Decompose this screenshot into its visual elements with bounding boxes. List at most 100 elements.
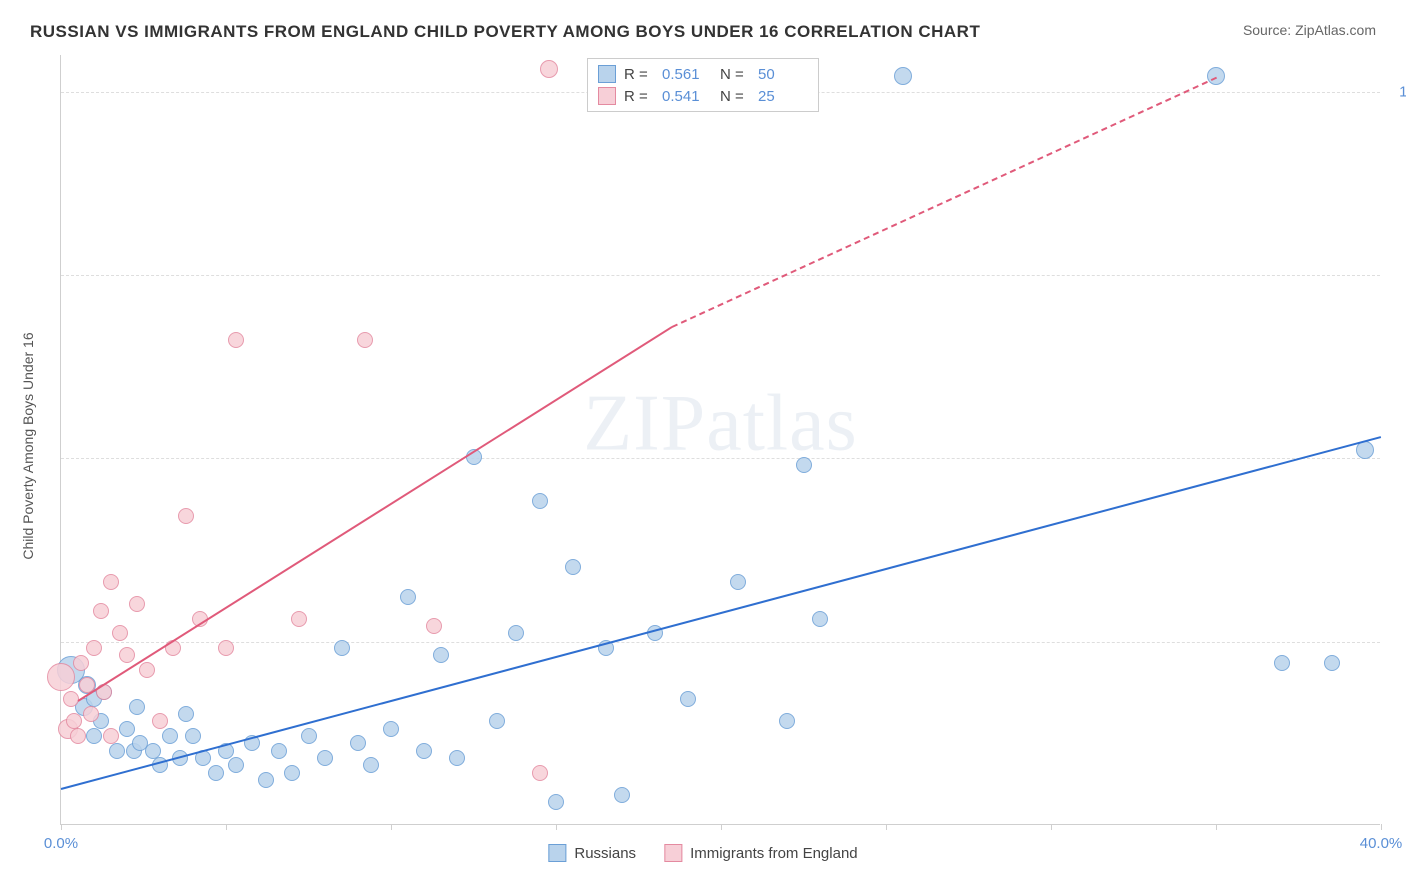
x-tick-mark: [1216, 824, 1217, 830]
data-point: [208, 765, 224, 781]
data-point: [218, 640, 234, 656]
scatter-chart: ZIPatlas 25.0%50.0%75.0%100.0%0.0%40.0%: [60, 55, 1380, 825]
data-point: [185, 728, 201, 744]
gridline: [61, 458, 1380, 459]
data-point: [449, 750, 465, 766]
n-value: 25: [758, 88, 808, 105]
x-tick-label: 0.0%: [44, 835, 78, 852]
y-tick-label: 75.0%: [1390, 267, 1406, 284]
legend-swatch-pink: [664, 844, 682, 862]
gridline: [61, 275, 1380, 276]
data-point: [383, 721, 399, 737]
y-tick-label: 50.0%: [1390, 450, 1406, 467]
legend-swatch-blue: [548, 844, 566, 862]
n-label: N =: [720, 88, 750, 105]
data-point: [66, 713, 82, 729]
y-tick-label: 25.0%: [1390, 633, 1406, 650]
data-point: [228, 757, 244, 773]
data-point: [894, 67, 912, 85]
data-point: [284, 765, 300, 781]
data-point: [532, 493, 548, 509]
data-point: [70, 728, 86, 744]
trend-line: [77, 326, 672, 702]
data-point: [796, 457, 812, 473]
r-value: 0.541: [662, 88, 712, 105]
legend-swatch-blue: [598, 65, 616, 83]
x-tick-mark: [61, 824, 62, 830]
data-point: [426, 618, 442, 634]
data-point: [103, 728, 119, 744]
data-point: [730, 574, 746, 590]
data-point: [112, 625, 128, 641]
x-tick-mark: [1051, 824, 1052, 830]
data-point: [93, 603, 109, 619]
legend-swatch-pink: [598, 87, 616, 105]
legend-label: Immigrants from England: [690, 845, 858, 862]
data-point: [109, 743, 125, 759]
x-tick-label: 40.0%: [1360, 835, 1403, 852]
trend-line: [61, 436, 1382, 790]
x-tick-mark: [721, 824, 722, 830]
data-point: [47, 663, 75, 691]
x-tick-mark: [556, 824, 557, 830]
data-point: [119, 647, 135, 663]
y-axis-label: Child Poverty Among Boys Under 16: [20, 332, 36, 559]
source-value: ZipAtlas.com: [1295, 22, 1376, 38]
n-label: N =: [720, 66, 750, 83]
data-point: [86, 640, 102, 656]
data-point: [508, 625, 524, 641]
data-point: [614, 787, 630, 803]
x-tick-mark: [886, 824, 887, 830]
data-point: [291, 611, 307, 627]
legend-item: Immigrants from England: [664, 844, 858, 862]
source-attribution: Source: ZipAtlas.com: [1243, 22, 1376, 38]
data-point: [258, 772, 274, 788]
data-point: [548, 794, 564, 810]
data-point: [680, 691, 696, 707]
data-point: [119, 721, 135, 737]
source-label: Source:: [1243, 22, 1295, 38]
r-value: 0.561: [662, 66, 712, 83]
legend-row: R = 0.541 N = 25: [598, 85, 808, 107]
data-point: [416, 743, 432, 759]
gridline: [61, 642, 1380, 643]
legend-label: Russians: [574, 845, 636, 862]
data-point: [145, 743, 161, 759]
data-point: [1274, 655, 1290, 671]
data-point: [162, 728, 178, 744]
data-point: [86, 728, 102, 744]
data-point: [532, 765, 548, 781]
data-point: [540, 60, 558, 78]
data-point: [357, 332, 373, 348]
data-point: [139, 662, 155, 678]
data-point: [83, 706, 99, 722]
data-point: [317, 750, 333, 766]
data-point: [779, 713, 795, 729]
data-point: [301, 728, 317, 744]
data-point: [103, 574, 119, 590]
data-point: [129, 699, 145, 715]
data-point: [400, 589, 416, 605]
data-point: [489, 713, 505, 729]
series-legend: Russians Immigrants from England: [548, 844, 857, 862]
data-point: [334, 640, 350, 656]
data-point: [350, 735, 366, 751]
r-label: R =: [624, 66, 654, 83]
trend-line: [671, 77, 1216, 328]
data-point: [178, 706, 194, 722]
correlation-legend: R = 0.561 N = 50 R = 0.541 N = 25: [587, 58, 819, 112]
data-point: [73, 655, 89, 671]
data-point: [812, 611, 828, 627]
data-point: [565, 559, 581, 575]
chart-title: RUSSIAN VS IMMIGRANTS FROM ENGLAND CHILD…: [30, 22, 980, 42]
watermark: ZIPatlas: [583, 379, 858, 470]
x-tick-mark: [391, 824, 392, 830]
data-point: [228, 332, 244, 348]
y-tick-label: 100.0%: [1390, 83, 1406, 100]
r-label: R =: [624, 88, 654, 105]
data-point: [433, 647, 449, 663]
data-point: [178, 508, 194, 524]
x-tick-mark: [1381, 824, 1382, 830]
x-tick-mark: [226, 824, 227, 830]
data-point: [152, 713, 168, 729]
